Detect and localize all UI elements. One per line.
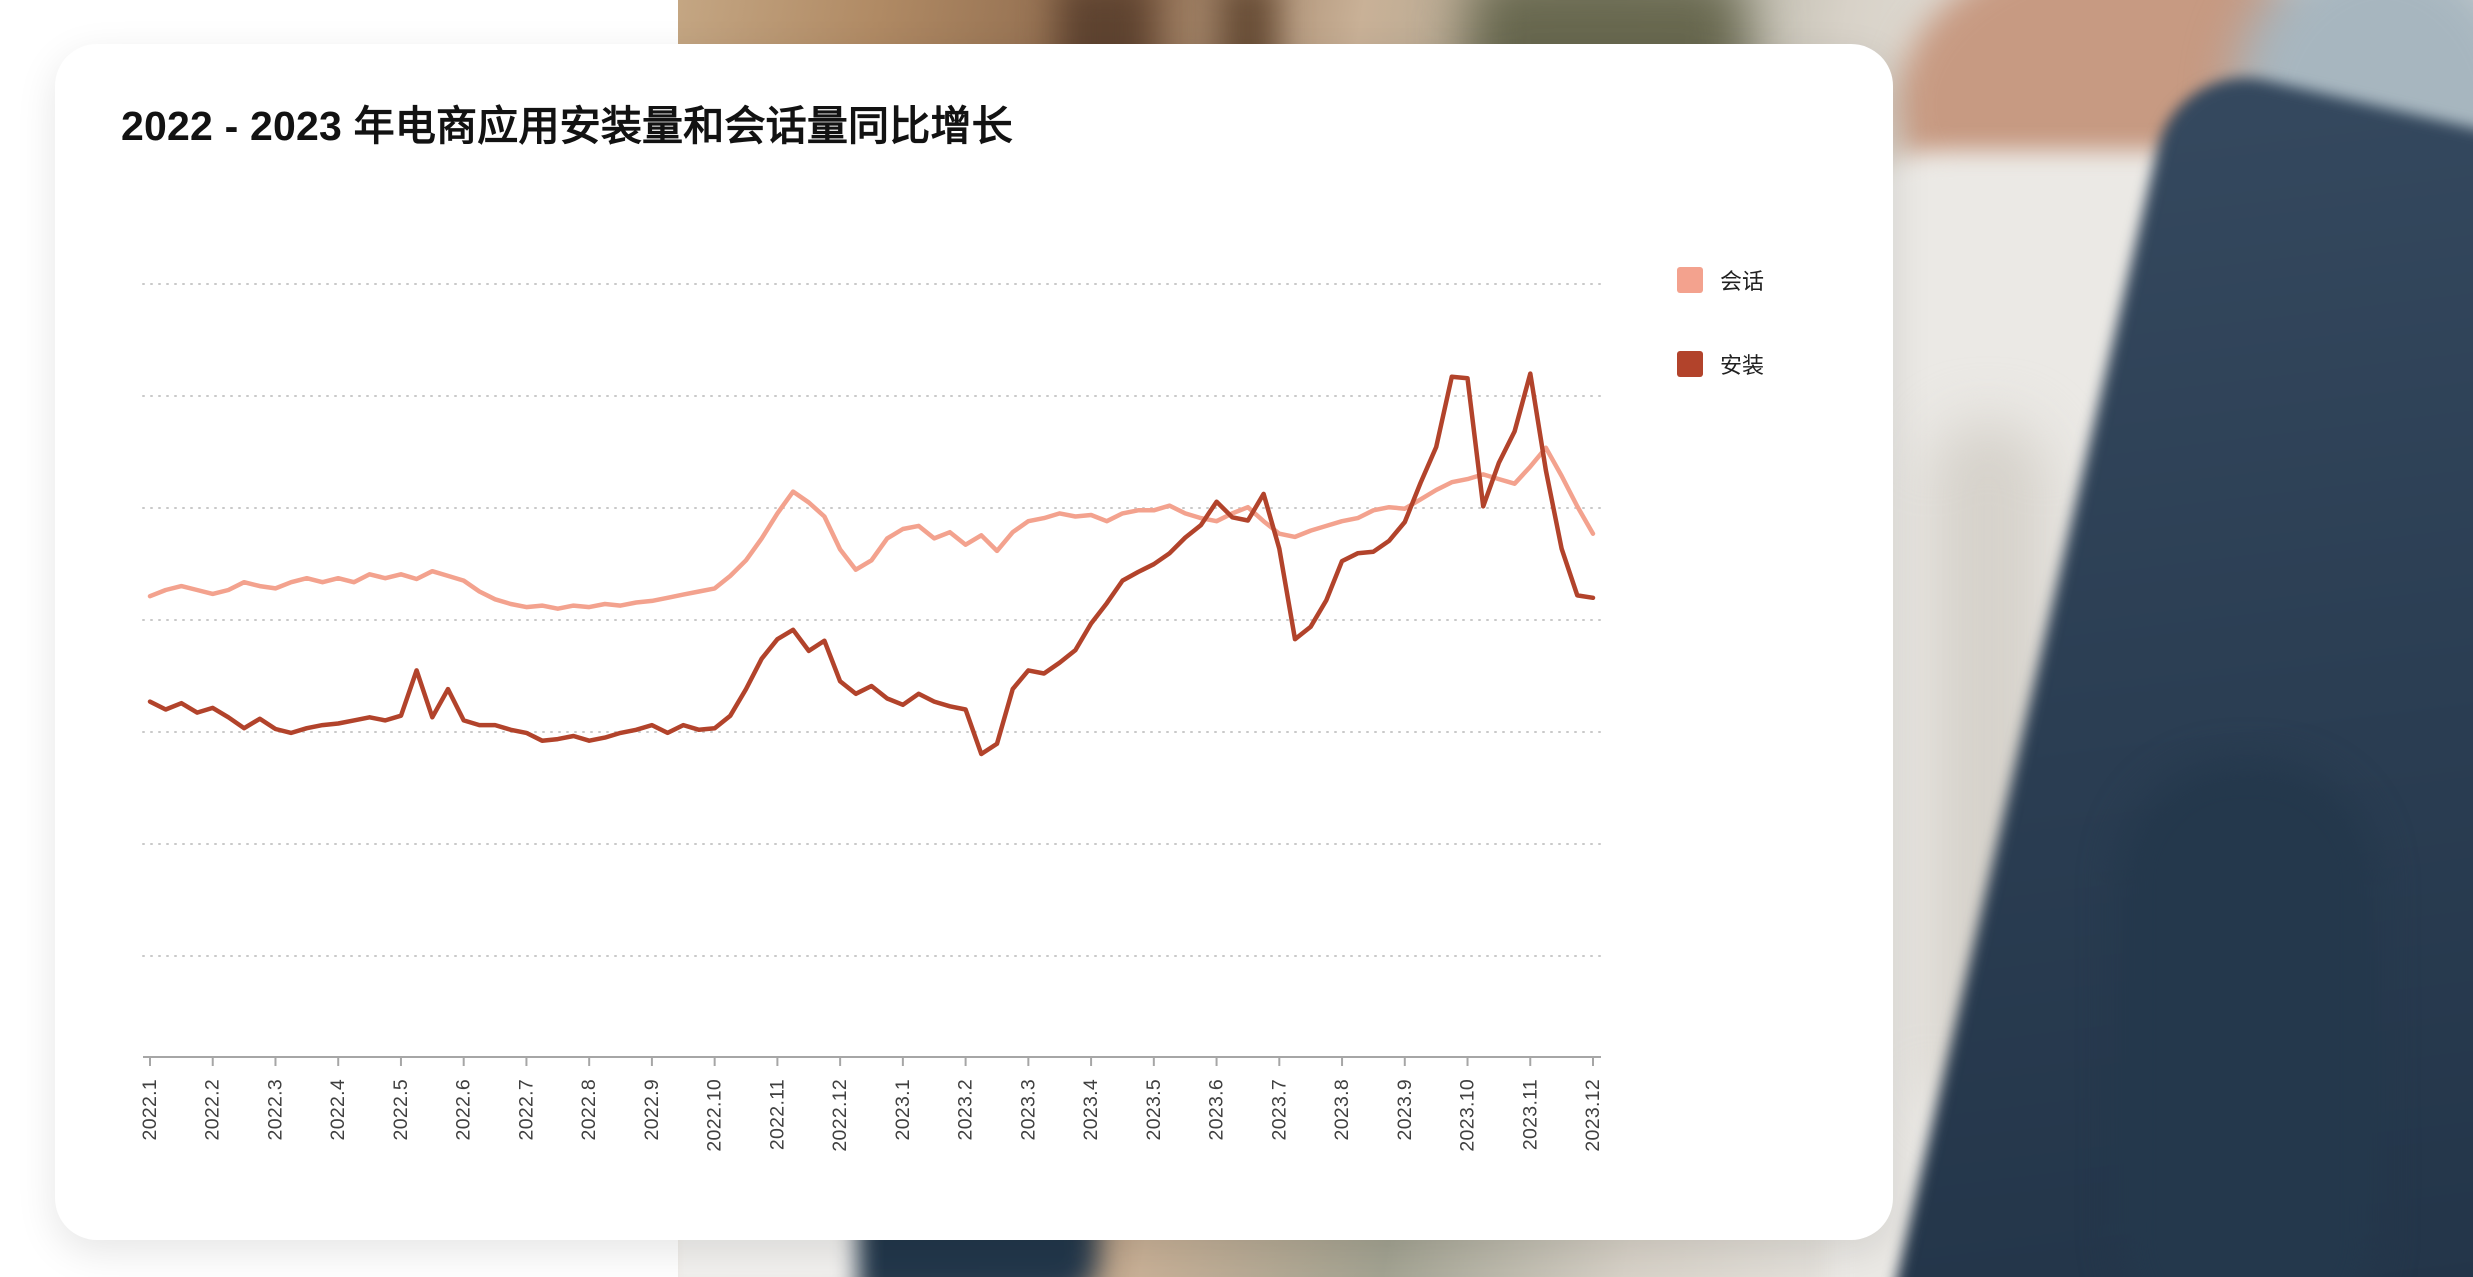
legend-item-sessions: 会话 xyxy=(1677,264,1764,296)
x-axis-label: 2023.5 xyxy=(1143,1079,1165,1140)
x-axis-label: 2022.2 xyxy=(202,1079,224,1140)
chart-title: 2022 - 2023 年电商应用安装量和会话量同比增长 xyxy=(121,103,1013,149)
legend-label-installs: 安装 xyxy=(1720,353,1765,378)
x-axis-label: 2022.3 xyxy=(264,1079,286,1140)
x-axis-label: 2023.10 xyxy=(1457,1079,1479,1152)
x-axis-label: 2022.7 xyxy=(515,1079,537,1140)
x-axis-label: 2023.3 xyxy=(1017,1079,1039,1140)
x-axis-label: 2022.1 xyxy=(139,1079,161,1140)
x-axis-label: 2022.10 xyxy=(704,1079,726,1152)
series-line-sessions xyxy=(147,445,1596,611)
x-axis-label: 2022.5 xyxy=(390,1079,412,1140)
legend-item-installs: 安装 xyxy=(1677,348,1764,380)
x-axis-label: 2023.2 xyxy=(955,1079,977,1140)
chart-legend: 会话 安装 xyxy=(1677,264,1764,380)
x-axis-label: 2023.8 xyxy=(1331,1079,1353,1140)
x-axis-label: 2023.11 xyxy=(1519,1079,1541,1150)
x-axis-label: 2023.1 xyxy=(892,1079,914,1140)
x-axis-label: 2023.4 xyxy=(1080,1079,1102,1140)
x-axis-label: 2022.12 xyxy=(829,1079,851,1152)
x-axis-label: 2022.4 xyxy=(327,1079,349,1140)
chart-card: 2022 - 2023 年电商应用安装量和会话量同比增长 2022.1 2022.… xyxy=(55,44,1893,1240)
line-chart: 2022.1 2022.2 2022.3 2022.4 2022.5 2022.6 2022… xyxy=(139,283,1604,1152)
series-line-installs xyxy=(147,371,1596,757)
x-axis-label: 2023.9 xyxy=(1394,1079,1416,1140)
x-axis-label: 2023.12 xyxy=(1582,1079,1604,1152)
legend-label-sessions: 会话 xyxy=(1720,269,1765,294)
x-axis-label: 2023.6 xyxy=(1206,1079,1228,1140)
photo-blur-shape xyxy=(2118,760,2378,1277)
legend-swatch-installs xyxy=(1677,351,1703,377)
legend-swatch-sessions xyxy=(1677,267,1703,293)
x-axis-label: 2022.11 xyxy=(766,1079,788,1150)
x-axis-label: 2023.7 xyxy=(1268,1079,1290,1140)
x-axis-label: 2022.6 xyxy=(453,1079,475,1140)
x-axis-label: 2022.8 xyxy=(578,1079,600,1140)
x-axis-label: 2022.9 xyxy=(641,1079,663,1140)
